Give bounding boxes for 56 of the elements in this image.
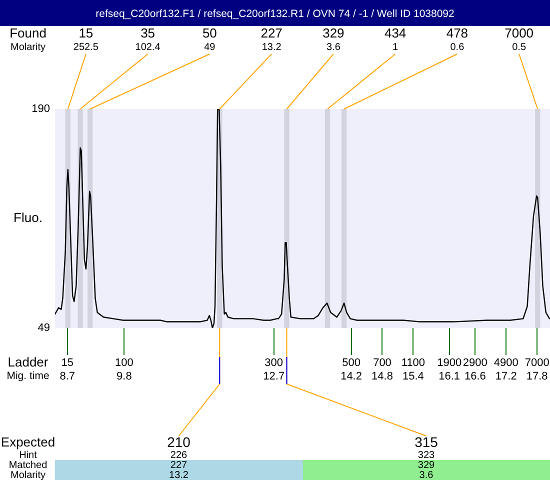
text: 3.6	[419, 470, 434, 480]
text: 7000	[524, 357, 550, 370]
text: Expected	[0, 434, 56, 450]
x-tick-label: 15.4	[402, 370, 424, 383]
x-tick-label: 14.8	[372, 370, 393, 383]
band-label: 7000	[504, 26, 534, 41]
text: Matched	[8, 460, 48, 471]
text: 2900	[462, 357, 488, 370]
text: 13.2	[169, 470, 189, 480]
text: 500	[342, 357, 360, 370]
text: 100	[114, 357, 134, 370]
annotation: 13.2	[262, 42, 282, 53]
x-tick-label: 9.8	[116, 370, 132, 383]
text: 226	[170, 450, 188, 461]
x-tick-label: 12.7	[263, 370, 285, 383]
text: Molarity	[10, 470, 46, 480]
text: 4900	[494, 357, 518, 370]
band-label: 434	[384, 26, 406, 41]
text: 329	[418, 460, 436, 471]
band-label: 50	[202, 26, 217, 41]
text: 1100	[401, 357, 426, 370]
y-tick-label: 190	[32, 103, 50, 116]
x-tick-label: 8.7	[60, 370, 76, 383]
x-tick-label: 14.2	[340, 370, 362, 383]
text: Found	[10, 26, 46, 41]
x-tick-label: 16.1	[438, 370, 460, 383]
annotation: 210	[167, 434, 191, 450]
chart-title: refseq_C20orf132.F1 / refseq_C20orf132.R1 / OVN 74 / -1 / Well ID 1038092	[96, 8, 454, 20]
annotation: 3.6	[326, 42, 341, 53]
text: Hint	[19, 450, 38, 461]
annotation: 1	[392, 42, 399, 53]
text: 227	[170, 460, 188, 471]
y-axis-title: Fluo.	[14, 210, 42, 226]
band-label: 478	[446, 26, 468, 41]
text: 300	[264, 357, 284, 370]
x-tick-label: 17.8	[526, 370, 548, 383]
text: 15	[61, 357, 74, 370]
band-label: 227	[260, 26, 282, 41]
band-label: 329	[322, 26, 344, 41]
annotation: 0.6	[450, 42, 465, 53]
text: 323	[418, 450, 436, 461]
annotation: 315	[414, 434, 438, 450]
annotation: 102.4	[135, 42, 161, 53]
text: 1900	[437, 357, 462, 370]
header-banner: refseq_C20orf132.F1 / refseq_C20orf132.R1 / OVN 74 / -1 / Well ID 1038092	[0, 0, 550, 26]
annotation: 252.5	[73, 42, 99, 53]
annotation: 49	[204, 42, 216, 53]
x-tick-label: 17.2	[495, 370, 517, 383]
text: Ladder	[8, 354, 49, 370]
band-label: 35	[140, 26, 156, 41]
x-tick-label: 16.6	[464, 370, 486, 383]
text: Molarity	[10, 42, 46, 53]
band-label: 15	[78, 26, 94, 41]
annotation: 0.5	[512, 42, 526, 53]
x-axis-title: Mig. time	[6, 370, 50, 382]
text: 700	[373, 357, 392, 370]
